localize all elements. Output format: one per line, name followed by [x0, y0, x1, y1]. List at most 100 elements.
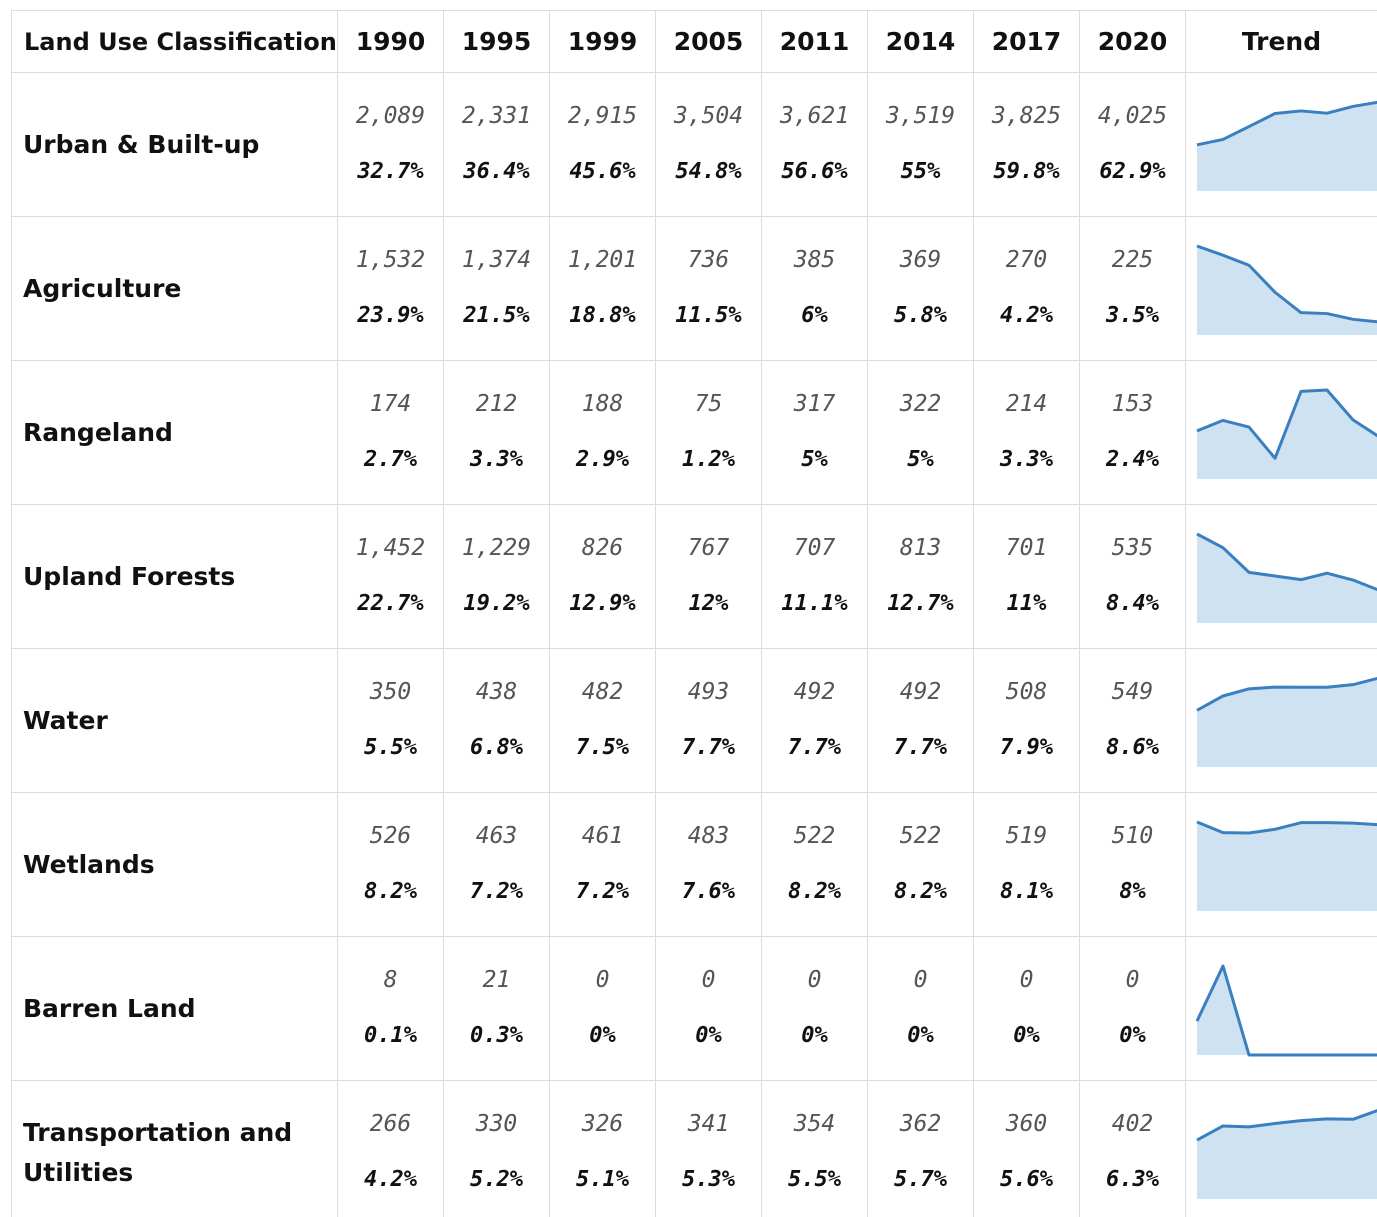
- value-cell: 0 0%: [549, 936, 656, 1081]
- area-value: 492: [793, 679, 836, 705]
- row-label: Water: [11, 648, 338, 793]
- area-value: 402: [1111, 1111, 1154, 1137]
- share-value: 59.8%: [993, 159, 1060, 184]
- value-cell: 212 3.3%: [443, 360, 550, 505]
- share-value: 62.9%: [1099, 159, 1166, 184]
- value-cell: 8 0.1%: [337, 936, 444, 1081]
- header-cell: 1995: [443, 10, 550, 73]
- share-value: 7.6%: [682, 879, 735, 904]
- value-cell: 341 5.3%: [655, 1080, 762, 1217]
- sparkline-line: [1195, 964, 1377, 1057]
- area-value: 0: [913, 967, 928, 993]
- share-value: 11%: [1006, 591, 1047, 616]
- header-cell: 2014: [867, 10, 974, 73]
- sparkline-area: [1197, 822, 1377, 911]
- area-value: 0: [1125, 967, 1140, 993]
- value-cell: 4,025 62.9%: [1079, 72, 1186, 217]
- value-cell: 701 11%: [973, 504, 1080, 649]
- share-value: 2.7%: [364, 447, 417, 472]
- share-value: 8.2%: [364, 879, 417, 904]
- area-value: 707: [793, 535, 836, 561]
- area-value: 482: [581, 679, 624, 705]
- share-value: 5.2%: [470, 1167, 523, 1192]
- sparkline: [1196, 532, 1377, 623]
- row-label: Agriculture: [11, 216, 338, 361]
- value-cell: 492 7.7%: [867, 648, 974, 793]
- area-value: 510: [1111, 823, 1154, 849]
- area-value: 0: [701, 967, 716, 993]
- share-value: 8.6%: [1106, 735, 1159, 760]
- table-row: Rangeland 174 2.7% 212 3.3% 188 2.9% 75 1.2% 317 5…: [11, 360, 1377, 505]
- value-cell: 707 11.1%: [761, 504, 868, 649]
- trend-cell: [1185, 504, 1377, 649]
- area-value: 266: [369, 1111, 412, 1137]
- value-cell: 1,374 21.5%: [443, 216, 550, 361]
- area-value: 317: [793, 391, 836, 417]
- share-value: 12%: [688, 591, 729, 616]
- share-value: 5.7%: [894, 1167, 947, 1192]
- value-cell: 482 7.5%: [549, 648, 656, 793]
- sparkline: [1196, 677, 1377, 767]
- value-cell: 483 7.6%: [655, 792, 762, 937]
- value-cell: 3,825 59.8%: [973, 72, 1080, 217]
- share-value: 54.8%: [675, 159, 742, 184]
- value-cell: 214 3.3%: [973, 360, 1080, 505]
- share-value: 2.4%: [1106, 447, 1159, 472]
- share-value: 1.2%: [682, 447, 735, 472]
- area-value: 3,504: [673, 103, 744, 129]
- share-value: 23.9%: [357, 303, 424, 328]
- area-value: 522: [899, 823, 942, 849]
- area-value: 362: [899, 1111, 942, 1137]
- header-cell: 2017: [973, 10, 1080, 73]
- sparkline-line: [1196, 388, 1377, 460]
- header-cell: Trend: [1185, 10, 1377, 73]
- share-value: 11.1%: [781, 591, 848, 616]
- share-value: 5.5%: [788, 1167, 841, 1192]
- value-cell: 21 0.3%: [443, 936, 550, 1081]
- area-value: 701: [1005, 535, 1048, 561]
- area-value: 2,089: [355, 103, 426, 129]
- share-value: 32.7%: [357, 159, 424, 184]
- sparkline-line: [1196, 100, 1377, 147]
- row-label: Upland Forests: [11, 504, 338, 649]
- area-value: 526: [369, 823, 412, 849]
- trend-cell: [1185, 216, 1377, 361]
- area-value: 8: [383, 967, 398, 993]
- value-cell: 385 6%: [761, 216, 868, 361]
- area-value: 3,621: [779, 103, 850, 129]
- sparkline: [1196, 244, 1377, 335]
- value-cell: 266 4.2%: [337, 1080, 444, 1217]
- area-value: 214: [1005, 391, 1048, 417]
- share-value: 4.2%: [364, 1167, 417, 1192]
- value-cell: 549 8.6%: [1079, 648, 1186, 793]
- value-cell: 510 8%: [1079, 792, 1186, 937]
- value-cell: 174 2.7%: [337, 360, 444, 505]
- share-value: 36.4%: [463, 159, 530, 184]
- sparkline-area: [1197, 102, 1377, 191]
- value-cell: 225 3.5%: [1079, 216, 1186, 361]
- header-row: Land Use Classification 1990 1995 1999 2005 2…: [11, 10, 1377, 73]
- sparkline-line: [1196, 677, 1377, 712]
- area-value: 350: [369, 679, 412, 705]
- value-cell: 493 7.7%: [655, 648, 762, 793]
- page: Land Use Classification 1990 1995 1999 2005 2…: [11, 10, 1377, 1217]
- area-value: 75: [694, 391, 723, 417]
- value-cell: 354 5.5%: [761, 1080, 868, 1217]
- area-value: 385: [793, 247, 836, 273]
- area-value: 813: [899, 535, 942, 561]
- share-value: 0%: [1013, 1023, 1040, 1048]
- area-value: 4,025: [1097, 103, 1168, 129]
- value-cell: 522 8.2%: [867, 792, 974, 937]
- sparkline-line: [1196, 820, 1377, 835]
- share-value: 21.5%: [463, 303, 530, 328]
- share-value: 4.2%: [1000, 303, 1053, 328]
- area-value: 360: [1005, 1111, 1048, 1137]
- value-cell: 826 12.9%: [549, 504, 656, 649]
- value-cell: 75 1.2%: [655, 360, 762, 505]
- value-cell: 0 0%: [761, 936, 868, 1081]
- area-value: 463: [475, 823, 518, 849]
- area-value: 188: [581, 391, 624, 417]
- value-cell: 767 12%: [655, 504, 762, 649]
- header-cell: 2011: [761, 10, 868, 73]
- sparkline-area: [1197, 678, 1377, 767]
